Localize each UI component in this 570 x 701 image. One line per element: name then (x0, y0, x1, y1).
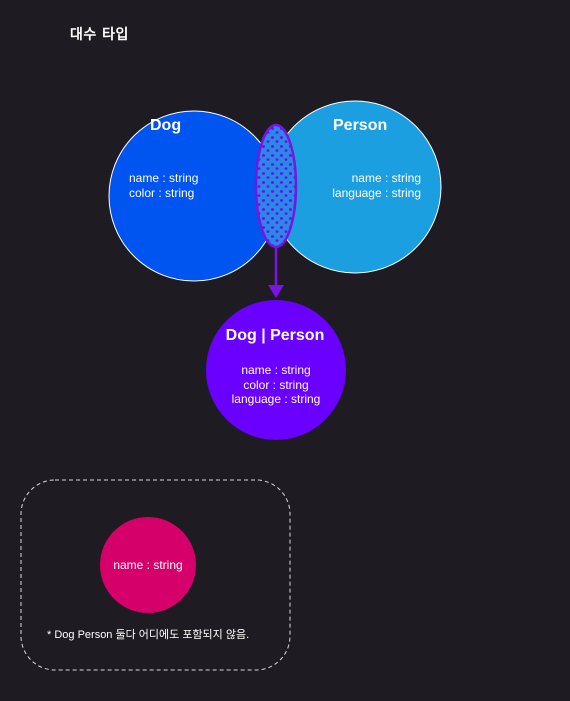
page-title: 대수 타입 (70, 27, 129, 43)
person-field-name: name : string (352, 171, 421, 185)
union-title: Dog | Person (226, 327, 325, 344)
excluded-field-name: name : string (113, 558, 182, 572)
arrow-head-icon (268, 285, 284, 298)
excluded-container (20, 479, 291, 671)
excluded-note: * Dog Person 둘다 어디에도 포함되지 않음. (47, 628, 249, 641)
union-field-color: color : string (243, 378, 308, 392)
intersection-dots (256, 125, 296, 247)
dog-field-name: name : string (129, 171, 198, 185)
person-title: Person (333, 117, 387, 134)
person-field-language: language : string (332, 186, 421, 200)
union-field-name: name : string (241, 363, 310, 377)
dog-title: Dog (150, 117, 181, 134)
excluded-circle (100, 517, 196, 613)
union-field-language: language : string (232, 392, 321, 406)
union-circle (206, 300, 346, 440)
dog-field-color: color : string (129, 186, 194, 200)
